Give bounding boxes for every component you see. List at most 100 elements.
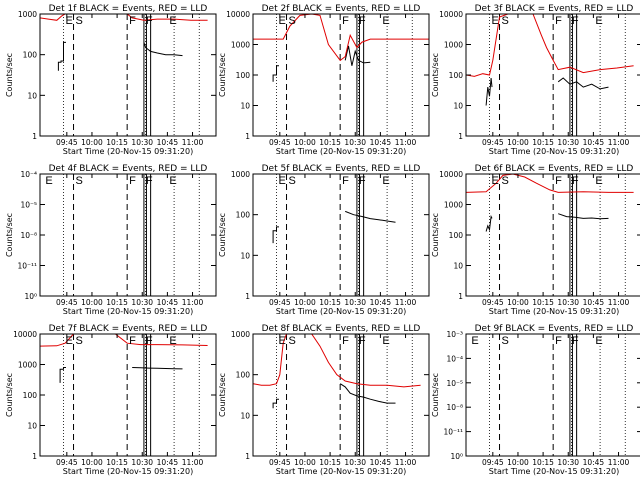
x-tick-label: 11:00 bbox=[182, 138, 204, 147]
x-tick-label: 10:00 bbox=[294, 138, 316, 147]
x-tick-label: 10:45 bbox=[157, 298, 179, 307]
events-series-line bbox=[485, 77, 493, 106]
events-series-line bbox=[132, 367, 183, 370]
phase-marker-S: S bbox=[76, 15, 83, 27]
phase-marker-F: F bbox=[572, 175, 579, 187]
phase-marker-F: F bbox=[129, 335, 136, 347]
y-axis-label: Counts/sec bbox=[5, 373, 14, 417]
x-tick-label: 10:30 bbox=[557, 298, 579, 307]
chart-title: Det 4f BLACK = Events, RED = LLD bbox=[49, 164, 208, 174]
phase-marker-E: E bbox=[382, 175, 389, 187]
y-tick-label: 1000 bbox=[231, 330, 250, 339]
plot-area bbox=[489, 334, 626, 456]
x-tick-label: 10:45 bbox=[583, 138, 605, 147]
y-tick-label: 10⁻⁸ bbox=[446, 403, 463, 412]
x-tick-label: 10:30 bbox=[131, 458, 153, 467]
plot-frame bbox=[252, 173, 430, 297]
x-tick-label: 10:45 bbox=[157, 138, 179, 147]
x-axis-label: Start Time (20-Nov-15 09:31:20) bbox=[276, 467, 406, 476]
x-axis-label: Start Time (20-Nov-15 09:31:20) bbox=[276, 147, 406, 156]
x-tick-label: 09:45 bbox=[482, 138, 504, 147]
x-tick-label: 11:00 bbox=[395, 298, 417, 307]
x-tick-label: 10:45 bbox=[583, 458, 605, 467]
chart-title: Det 8f BLACK = Events, RED = LLD bbox=[262, 324, 421, 334]
y-tick-label: 100 bbox=[236, 71, 251, 80]
x-tick-label: 10:45 bbox=[370, 138, 392, 147]
phase-marker-S: S bbox=[76, 175, 83, 187]
events-series-line bbox=[344, 45, 371, 66]
y-tick-label: 1 bbox=[245, 292, 250, 301]
events-series-line bbox=[272, 65, 279, 82]
y-tick-label: 1000 bbox=[444, 41, 463, 50]
y-tick-label: 10 bbox=[240, 102, 250, 111]
x-tick-label: 11:00 bbox=[608, 458, 630, 467]
x-tick-label: 10:45 bbox=[157, 458, 179, 467]
plot-area bbox=[63, 174, 200, 296]
x-tick-label: 10:45 bbox=[370, 458, 392, 467]
y-tick-label: 1 bbox=[245, 132, 250, 141]
x-tick-label: 10:15 bbox=[319, 298, 341, 307]
phase-marker-F: F bbox=[146, 175, 153, 187]
phase-marker-E: E bbox=[278, 15, 285, 27]
y-tick-label: 10⁻¹¹ bbox=[443, 428, 463, 437]
phase-marker-F: F bbox=[555, 175, 562, 187]
phase-marker-F: F bbox=[342, 15, 349, 27]
plot-frame bbox=[39, 333, 217, 457]
x-tick-label: 10:00 bbox=[507, 458, 529, 467]
x-tick-label: 09:45 bbox=[482, 458, 504, 467]
phase-marker-E: E bbox=[65, 15, 72, 27]
phase-marker-E: E bbox=[595, 335, 602, 347]
x-tick-label: 09:45 bbox=[269, 458, 291, 467]
chart-title: Det 7f BLACK = Events, RED = LLD bbox=[49, 324, 208, 334]
x-axis-label: Start Time (20-Nov-15 09:31:20) bbox=[489, 467, 619, 476]
phase-marker-F: F bbox=[129, 175, 136, 187]
phase-marker-F: F bbox=[342, 175, 349, 187]
x-tick-label: 09:45 bbox=[482, 298, 504, 307]
plot-area bbox=[253, 174, 429, 296]
events-series-line bbox=[485, 214, 493, 232]
y-tick-label: 1 bbox=[32, 132, 37, 141]
lld-series-line bbox=[253, 334, 421, 388]
phase-marker-S: S bbox=[502, 175, 509, 187]
events-series-line bbox=[345, 210, 396, 223]
x-axis-label: Start Time (20-Nov-15 09:31:20) bbox=[63, 147, 193, 156]
events-series-line bbox=[272, 398, 279, 409]
x-tick-label: 10:00 bbox=[294, 458, 316, 467]
x-tick-label: 10:00 bbox=[81, 458, 103, 467]
y-tick-label: 10000 bbox=[439, 10, 463, 19]
phase-marker-S: S bbox=[289, 335, 296, 347]
y-tick-label: 100 bbox=[449, 71, 464, 80]
phase-marker-F: F bbox=[555, 335, 562, 347]
y-tick-label: 10⁻³ bbox=[446, 330, 463, 339]
plot-frame bbox=[39, 13, 217, 137]
phase-marker-E: E bbox=[169, 335, 176, 347]
y-axis-label: Counts/sec bbox=[218, 373, 227, 417]
phase-marker-F: F bbox=[359, 335, 366, 347]
y-tick-label: 1000 bbox=[231, 41, 250, 50]
phase-marker-F: F bbox=[359, 15, 366, 27]
x-tick-label: 09:45 bbox=[56, 458, 78, 467]
x-tick-label: 10:15 bbox=[106, 298, 128, 307]
events-series-line bbox=[272, 226, 279, 244]
chart-title: Det 6f BLACK = Events, RED = LLD bbox=[475, 164, 634, 174]
y-tick-label: 100 bbox=[236, 211, 251, 220]
plot-frame bbox=[252, 333, 430, 457]
phase-marker-E: E bbox=[382, 335, 389, 347]
x-tick-label: 10:30 bbox=[557, 458, 579, 467]
x-tick-label: 10:30 bbox=[344, 298, 366, 307]
x-tick-label: 09:45 bbox=[56, 138, 78, 147]
events-series-line bbox=[557, 77, 609, 90]
y-tick-label: 10⁰ bbox=[24, 292, 37, 301]
phase-marker-F: F bbox=[129, 15, 136, 27]
y-tick-label: 10000 bbox=[13, 330, 37, 339]
y-tick-label: 10000 bbox=[226, 10, 250, 19]
y-axis-label: Counts/sec bbox=[5, 213, 14, 257]
y-tick-label: 1 bbox=[32, 452, 37, 461]
y-axis-label: Counts/sec bbox=[431, 213, 440, 257]
phase-marker-F: F bbox=[572, 15, 579, 27]
